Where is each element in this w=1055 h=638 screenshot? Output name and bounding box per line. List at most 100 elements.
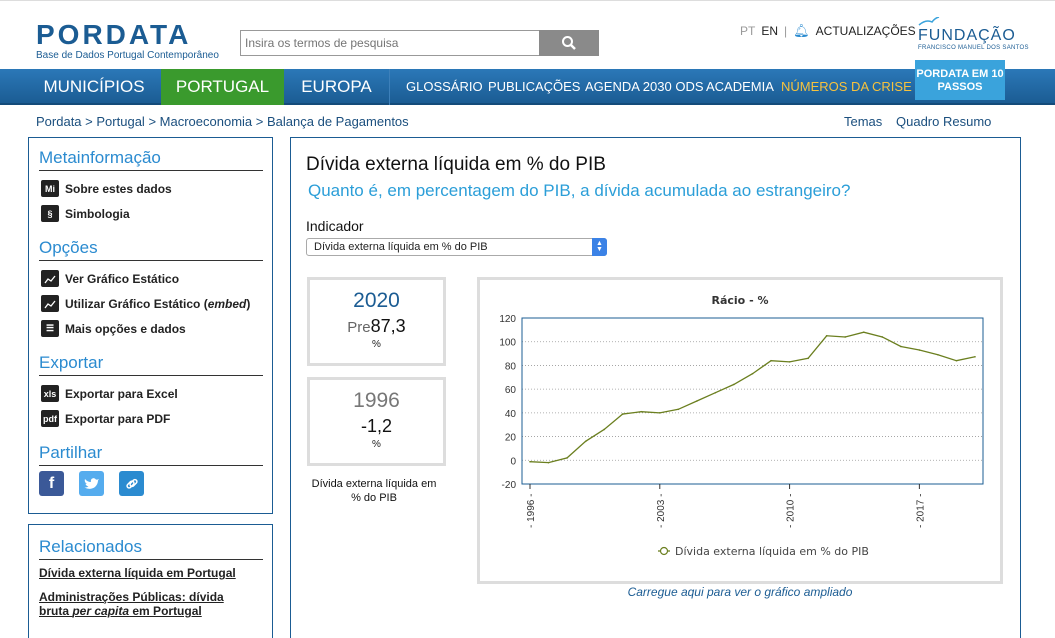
- chart-title: Rácio - %: [712, 294, 769, 307]
- data-point: [788, 361, 791, 363]
- chart-embed-icon: [41, 295, 59, 312]
- fundacao-subname: FRANCISCO MANUEL DOS SANTOS: [918, 45, 1029, 51]
- sidebar: Metainformação Mi Sobre estes dados § Si…: [28, 137, 273, 514]
- grafico-embed-link[interactable]: Utilizar Gráfico Estático (embed): [41, 295, 250, 312]
- nav-numeros-crise[interactable]: NÚMEROS DA CRISE: [781, 79, 912, 94]
- quadro-resumo-link[interactable]: Quadro Resumo: [896, 114, 992, 129]
- chart-panel[interactable]: Rácio - % 120 100 80 60 40 20 0 -20 - 1996 - - 200…: [477, 277, 1003, 584]
- lang-separator: |: [784, 24, 788, 38]
- related-link-divida-externa[interactable]: Dívida externa líquida em Portugal: [39, 566, 236, 580]
- exportar-pdf-label: Exportar para PDF: [65, 411, 171, 426]
- zoom-chart-link[interactable]: Carregue aqui para ver o gráfico ampliad…: [627, 585, 853, 599]
- y-tick-label: 0: [510, 456, 516, 467]
- x-tick-label: - 1996 -: [526, 494, 537, 528]
- y-tick-label: -20: [502, 480, 517, 491]
- stat-latest: 2020 Pre87,3 %: [307, 277, 446, 366]
- breadcrumb-item[interactable]: Pordata: [36, 114, 82, 129]
- y-tick-label: 60: [505, 385, 517, 396]
- nav-municipios[interactable]: MUNICÍPIOS: [43, 77, 145, 96]
- data-point: [844, 336, 847, 338]
- mais-opcoes-link[interactable]: ☰ Mais opções e dados: [41, 320, 186, 337]
- list-icon: ☰: [41, 320, 59, 337]
- bell-icon[interactable]: 🔔︎: [793, 23, 810, 38]
- lang-en[interactable]: EN: [761, 24, 779, 38]
- nav-agenda-2030[interactable]: AGENDA 2030 ODS: [585, 79, 704, 94]
- select-arrows-icon: ▲ ▼: [592, 238, 607, 256]
- data-point: [547, 461, 550, 464]
- data-point: [566, 457, 568, 459]
- logo-subtitle: Base de Dados Portugal Contemporâneo: [36, 50, 219, 61]
- fundacao-bird-icon: [918, 17, 940, 26]
- y-tick-label: 40: [505, 409, 517, 420]
- exportar-excel-link[interactable]: xls Exportar para Excel: [41, 385, 178, 402]
- data-point: [937, 353, 939, 356]
- ver-grafico-label: Ver Gráfico Estático: [65, 271, 180, 286]
- fundacao-name: FUNDAÇÃO: [918, 27, 1016, 44]
- data-point: [677, 408, 680, 411]
- nav-academia[interactable]: ACADEMIA: [706, 79, 774, 94]
- data-point: [955, 359, 958, 362]
- data-point: [881, 336, 884, 338]
- nav-portugal[interactable]: PORTUGAL: [161, 69, 284, 105]
- line-chart: Rácio - % 120 100 80 60 40 20 0 -20 - 1996 - - 200…: [499, 294, 984, 558]
- x-tick-label: - 2003 -: [656, 494, 667, 528]
- y-tick-label: 80: [505, 361, 517, 372]
- sobre-dados-link[interactable]: Mi Sobre estes dados: [41, 180, 172, 197]
- simbologia-label: Simbologia: [65, 206, 130, 221]
- indicator-label: Indicador: [306, 218, 364, 234]
- search-button[interactable]: [539, 30, 599, 56]
- pordata-10-passos-button[interactable]: PORDATA EM 10 PASSOS: [915, 60, 1005, 100]
- y-tick-label: 120: [499, 314, 516, 325]
- data-point: [751, 372, 754, 375]
- nav-publicacoes[interactable]: PUBLICAÇÕES: [488, 79, 581, 94]
- opcoes-heading: Opções: [39, 238, 263, 261]
- data-point: [862, 331, 865, 334]
- ver-grafico-link[interactable]: Ver Gráfico Estático: [41, 270, 179, 287]
- search-icon: [562, 36, 576, 50]
- nav-glossario[interactable]: GLOSSÁRIO: [406, 79, 483, 94]
- breadcrumb-item[interactable]: Portugal: [96, 114, 145, 129]
- breadcrumb-separator: >: [85, 114, 93, 129]
- link-icon[interactable]: [119, 471, 144, 496]
- section-icon: §: [41, 205, 59, 222]
- fundacao-logo[interactable]: FUNDAÇÃO FRANCISCO MANUEL DOS SANTOS: [918, 17, 1029, 51]
- nav-europa[interactable]: EUROPA: [284, 69, 390, 105]
- data-point: [529, 460, 531, 463]
- stat-latest-value: Pre87,3: [347, 316, 406, 336]
- related-link-administracoes[interactable]: Administrações Públicas: dívida bruta pe…: [39, 590, 224, 618]
- stat-first-value: -1,2: [360, 416, 393, 436]
- stat-first-unit: %: [372, 439, 381, 450]
- breadcrumb-separator: >: [148, 114, 157, 129]
- updates-link[interactable]: ACTUALIZAÇÕES: [815, 24, 916, 38]
- pordata-logo[interactable]: PORDATA Base de Dados Portugal Contempor…: [36, 19, 219, 62]
- breadcrumb-item[interactable]: Macroeconomia: [159, 114, 253, 129]
- plot-frame: [521, 317, 984, 485]
- data-point: [807, 357, 809, 360]
- breadcrumb: Pordata > Portugal > Macroeconomia > Bal…: [36, 114, 409, 129]
- stat-first: 1996 -1,2 %: [307, 377, 446, 466]
- breadcrumb-item[interactable]: Balança de Pagamentos: [267, 114, 409, 129]
- temas-link[interactable]: Temas: [844, 114, 883, 129]
- sobre-dados-label: Sobre estes dados: [65, 181, 172, 196]
- main-navigation: MUNICÍPIOS PORTUGAL EUROPA GLOSSÁRIO PUB…: [0, 69, 1055, 105]
- logo-word: PORDATA: [36, 19, 192, 50]
- series-line: [529, 331, 976, 464]
- exportar-pdf-link[interactable]: pdf Exportar para PDF: [41, 410, 170, 427]
- main-content: Dívida externa líquida em % do PIB Quant…: [290, 137, 1021, 638]
- simbologia-link[interactable]: § Simbologia: [41, 205, 130, 222]
- indicator-select[interactable]: Dívida externa líquida em % do PIB ▲ ▼: [306, 238, 607, 256]
- facebook-icon[interactable]: f: [39, 471, 64, 496]
- page-title: Dívida externa líquida em % do PIB: [306, 154, 606, 175]
- lang-pt[interactable]: PT: [740, 24, 756, 38]
- data-point: [658, 412, 661, 414]
- twitter-icon[interactable]: [79, 471, 104, 496]
- data-point: [918, 349, 921, 351]
- exportar-heading: Exportar: [39, 353, 263, 376]
- data-point: [974, 355, 976, 358]
- data-point: [900, 345, 902, 348]
- y-tick-label: 20: [505, 433, 517, 444]
- legend-label: Dívida externa líquida em % do PIB: [675, 545, 869, 558]
- relacionados-heading: Relacionados: [39, 537, 263, 560]
- search-input[interactable]: [240, 30, 540, 56]
- data-point: [640, 410, 643, 413]
